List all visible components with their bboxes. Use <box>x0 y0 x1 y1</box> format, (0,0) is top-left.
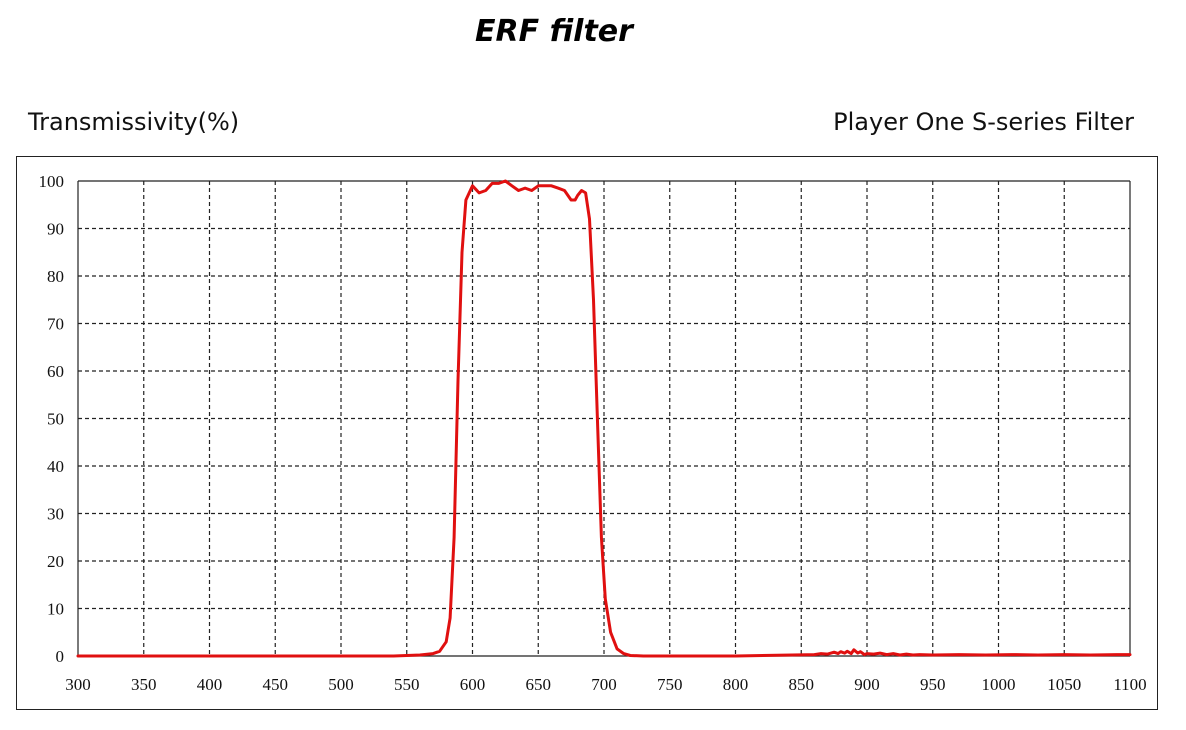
y-tick-label-100: 100 <box>39 172 65 191</box>
y-tick-label-30: 30 <box>47 505 64 524</box>
x-tick-label-500: 500 <box>328 675 354 694</box>
x-tick-label-950: 950 <box>920 675 946 694</box>
grid <box>77 180 1131 657</box>
series-layer <box>76 179 1132 658</box>
x-tick-label-450: 450 <box>263 675 289 694</box>
x-tick-label-900: 900 <box>854 675 880 694</box>
y-tick-label-70: 70 <box>47 315 64 334</box>
y-tick-label-40: 40 <box>47 457 64 476</box>
x-tick-label-300: 300 <box>65 675 91 694</box>
x-tick-label-400: 400 <box>197 675 223 694</box>
series-label: Player One S-series Filter <box>833 108 1134 136</box>
y-tick-label-20: 20 <box>47 552 64 571</box>
x-tick-label-350: 350 <box>131 675 157 694</box>
x-tick-label-850: 850 <box>789 675 815 694</box>
tick-labels: 300 350 400 450 500 550 600 650 700 750 800 850 900 9… <box>39 172 1147 694</box>
y-tick-label-0: 0 <box>56 647 65 666</box>
x-tick-label-750: 750 <box>657 675 683 694</box>
x-tick-label-550: 550 <box>394 675 420 694</box>
x-tick-label-700: 700 <box>591 675 617 694</box>
y-tick-label-10: 10 <box>47 600 64 619</box>
x-tick-label-600: 600 <box>460 675 486 694</box>
x-tick-label-1100: 1100 <box>1113 675 1146 694</box>
y-tick-label-50: 50 <box>47 410 64 429</box>
series-line-0 <box>76 179 1132 658</box>
x-tick-label-800: 800 <box>723 675 749 694</box>
plot-frame <box>16 156 1158 710</box>
chart-title: ERF filter <box>475 14 633 49</box>
y-tick-label-60: 60 <box>47 362 64 381</box>
x-tick-label-1000: 1000 <box>982 675 1016 694</box>
x-tick-label-1050: 1050 <box>1047 675 1081 694</box>
y-tick-label-90: 90 <box>47 220 64 239</box>
y-tick-label-80: 80 <box>47 267 64 286</box>
y-axis-label: Transmissivity(%) <box>28 108 240 136</box>
x-tick-label-650: 650 <box>526 675 552 694</box>
